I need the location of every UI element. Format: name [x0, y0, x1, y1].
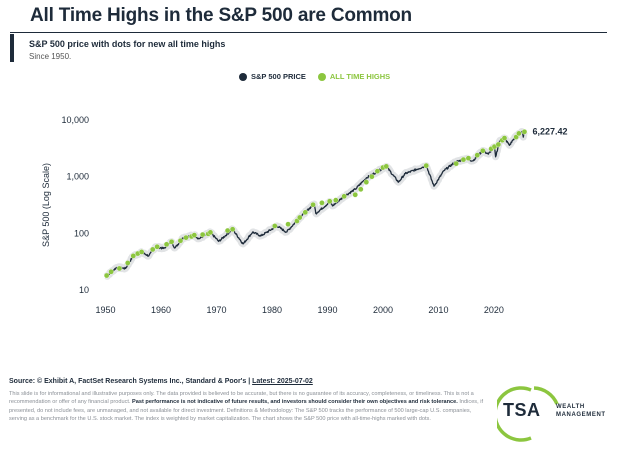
all-time-high-dot — [369, 173, 375, 180]
disclaimer-bold: Past performance is not indicative of fu… — [132, 399, 458, 406]
y-tick-label-0: 10 — [79, 285, 89, 295]
legend-label-highs: ALL TIME HIGHS — [329, 72, 391, 81]
all-time-high-dot — [163, 241, 170, 248]
y-axis-label: S&P 500 (Log Scale) — [41, 163, 51, 247]
all-time-high-dot — [138, 249, 145, 255]
x-tick-label-7: 2020 — [484, 305, 504, 315]
all-time-high-dot — [516, 130, 522, 137]
legend-label-price: S&P 500 PRICE — [251, 72, 306, 81]
y-axis-label-group: S&P 500 (Log Scale) — [41, 163, 51, 247]
legend-item-highs: ALL TIME HIGHS — [317, 72, 391, 81]
all-time-high-dot — [521, 128, 528, 135]
all-time-high-dot — [207, 229, 214, 236]
all-time-high-dot — [374, 168, 381, 174]
x-tick-label-1: 1960 — [151, 305, 171, 315]
all-time-high-dot — [154, 243, 160, 250]
all-time-high-dot — [310, 201, 316, 208]
y-tick-label-2: 1,000 — [66, 172, 89, 182]
y-tick-label-3: 10,000 — [61, 115, 89, 125]
x-tick-label-4: 1990 — [317, 305, 337, 315]
all-time-high-dots — [103, 128, 528, 279]
all-time-high-dot — [191, 232, 198, 238]
legend-swatch-price — [239, 72, 247, 81]
x-tick-label-0: 1950 — [96, 305, 116, 315]
logo-wordmark: TSA — [503, 400, 541, 420]
all-time-high-dot — [453, 160, 460, 167]
all-time-high-dot — [501, 135, 508, 141]
logo-subtitle-line2: MANAGEMENT — [556, 412, 606, 418]
all-time-high-dot — [474, 152, 481, 158]
all-time-high-dot — [271, 223, 278, 229]
x-tick-label-5: 2000 — [373, 305, 393, 315]
all-time-high-dot — [495, 141, 502, 148]
source-line: Source: © Exhibit A, FactSet Research Sy… — [9, 378, 313, 385]
all-time-high-dot — [341, 193, 347, 200]
x-tick-labels: 1950 1960 1970 1980 1990 2000 2010 2020 — [96, 305, 504, 315]
all-time-high-dot — [224, 227, 231, 234]
x-tick-label-2: 1970 — [207, 305, 227, 315]
all-time-high-dot — [149, 246, 156, 253]
all-time-high-dot — [229, 226, 236, 233]
all-time-high-dot — [296, 214, 303, 221]
all-time-high-dot — [363, 179, 370, 185]
all-time-high-dot — [333, 197, 339, 203]
logo-subtitle: WEALTH MANAGEMENT — [556, 403, 606, 419]
all-time-high-dot — [285, 221, 291, 227]
chart-since-note: Since 1950. — [29, 52, 72, 61]
all-time-high-dot — [352, 191, 359, 198]
all-time-high-dot — [319, 200, 325, 206]
sp500-line-chart: S&P 500 (Log Scale) 10 100 1,000 10,000 195… — [41, 115, 567, 315]
all-time-high-dot — [465, 155, 472, 161]
all-time-high-dot — [302, 209, 309, 216]
legend-swatch-highs — [317, 72, 326, 81]
all-time-high-dot — [480, 147, 486, 154]
disclaimer-part-2: Indices, if presented, do not include fe… — [9, 399, 484, 423]
y-tick-labels: 10 100 1,000 10,000 — [61, 115, 89, 295]
all-time-high-dot — [116, 265, 123, 272]
source-latest-link[interactable]: Latest: 2025-07-02 — [252, 378, 313, 385]
chart-legend: S&P 500 PRICE ALL TIME HIGHS — [239, 72, 402, 81]
all-time-high-dot — [326, 198, 333, 205]
y-tick-label-1: 100 — [74, 228, 89, 238]
all-time-high-dot — [357, 186, 364, 193]
all-time-high-dot — [383, 163, 390, 170]
chart-subtitle: S&P 500 price with dots for new all time… — [29, 39, 226, 49]
all-time-high-dot — [183, 234, 189, 241]
title-divider — [10, 32, 607, 33]
source-text: Source: © Exhibit A, FactSet Research Sy… — [9, 378, 251, 385]
disclaimer: This slide is for informational and illu… — [9, 390, 487, 424]
all-time-high-dot — [423, 162, 430, 169]
all-time-high-dot — [168, 238, 175, 245]
all-time-high-dot — [177, 237, 184, 244]
chart-title: All Time Highs in the S&P 500 are Common — [30, 5, 412, 26]
all-time-high-dot — [103, 272, 110, 279]
x-tick-label-6: 2010 — [428, 305, 448, 315]
disclaimer-part-1: This slide is for informational and illu… — [9, 391, 474, 406]
logo-subtitle-line1: WEALTH — [556, 404, 585, 410]
subtitle-accent-bar — [10, 34, 14, 62]
all-time-high-dot — [460, 156, 467, 163]
all-time-high-dot — [124, 260, 131, 266]
all-time-high-dot — [199, 231, 206, 238]
tsa-logo-arc-icon — [497, 386, 559, 442]
all-time-high-dot — [130, 253, 137, 259]
legend-item-price: S&P 500 PRICE — [239, 72, 306, 81]
latest-value-label: 6,227.42 — [532, 127, 567, 137]
x-tick-label-3: 1980 — [262, 305, 282, 315]
all-time-high-dot — [108, 268, 114, 275]
